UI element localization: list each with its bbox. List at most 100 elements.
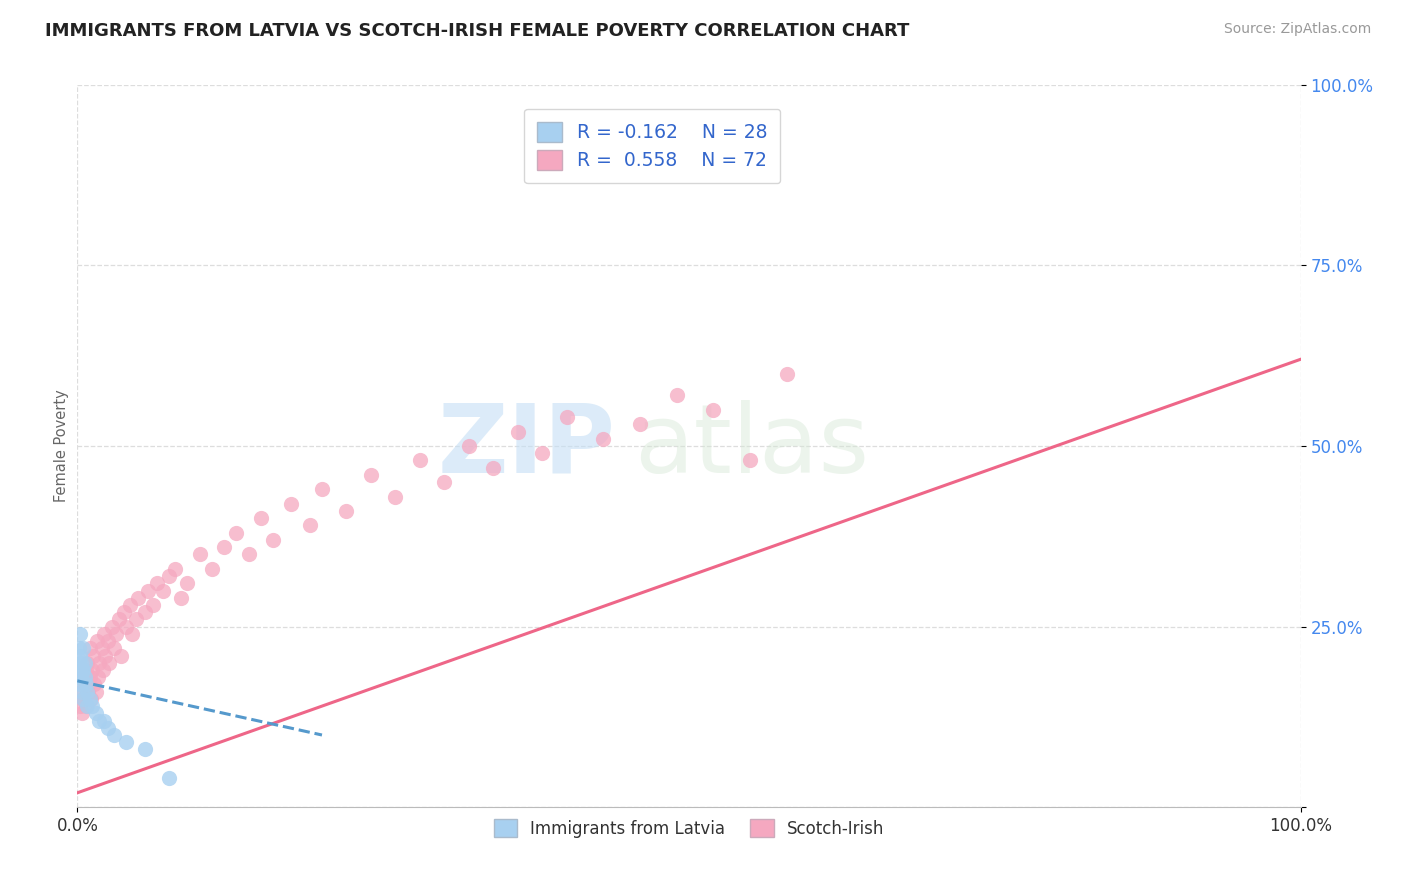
Point <box>75 663 97 677</box>
Point <box>238 548 260 562</box>
Point <box>72 663 94 677</box>
Text: Source: ZipAtlas.com: Source: ZipAtlas.com <box>1223 22 1371 37</box>
Point <box>457 439 479 453</box>
Point <box>142 598 165 612</box>
Point <box>67 670 90 684</box>
Point <box>91 663 114 677</box>
Point <box>311 483 333 497</box>
Point <box>280 497 302 511</box>
Point <box>165 562 187 576</box>
Point <box>170 591 193 605</box>
Point <box>70 706 93 721</box>
Point <box>125 612 148 626</box>
Point <box>72 670 94 684</box>
Point <box>72 641 94 656</box>
Point <box>335 504 357 518</box>
Y-axis label: Female Poverty: Female Poverty <box>53 390 69 502</box>
Point <box>97 721 120 735</box>
Point <box>262 533 284 547</box>
Point <box>89 714 111 728</box>
Point <box>76 699 98 714</box>
Point <box>225 525 247 540</box>
Point <box>84 706 107 721</box>
Point <box>97 634 120 648</box>
Point <box>152 583 174 598</box>
Text: ZIP: ZIP <box>437 400 616 492</box>
Point <box>665 388 688 402</box>
Point <box>94 648 117 663</box>
Point <box>201 562 224 576</box>
Legend: Immigrants from Latvia, Scotch-Irish: Immigrants from Latvia, Scotch-Irish <box>485 811 893 846</box>
Point <box>72 692 94 706</box>
Point <box>112 605 135 619</box>
Point <box>108 612 131 626</box>
Point <box>70 670 93 684</box>
Point <box>75 677 97 691</box>
Point <box>75 699 97 714</box>
Point <box>360 467 382 482</box>
Point <box>72 692 94 706</box>
Point <box>103 728 125 742</box>
Point <box>89 656 111 670</box>
Point <box>76 656 98 670</box>
Point <box>80 663 103 677</box>
Point <box>592 432 614 446</box>
Point <box>506 425 529 439</box>
Point <box>100 619 122 633</box>
Point <box>157 772 180 786</box>
Point <box>93 714 115 728</box>
Point <box>384 490 406 504</box>
Point <box>93 627 115 641</box>
Point <box>69 627 91 641</box>
Point <box>115 735 138 749</box>
Point <box>188 548 211 562</box>
Point <box>176 576 198 591</box>
Point <box>740 453 762 467</box>
Point <box>82 648 104 663</box>
Point <box>157 569 180 583</box>
Point <box>79 692 101 706</box>
Point <box>70 663 93 677</box>
Point <box>86 634 108 648</box>
Point <box>73 677 96 691</box>
Point <box>73 670 96 684</box>
Point <box>298 518 321 533</box>
Point <box>110 648 132 663</box>
Point <box>250 511 273 525</box>
Point <box>69 699 91 714</box>
Point <box>103 641 125 656</box>
Point <box>134 605 156 619</box>
Point <box>409 453 432 467</box>
Point <box>531 446 554 460</box>
Point <box>70 684 93 698</box>
Point <box>105 627 128 641</box>
Point <box>555 410 578 425</box>
Point <box>67 641 90 656</box>
Text: atlas: atlas <box>634 400 869 492</box>
Point <box>702 403 724 417</box>
Point <box>84 684 107 698</box>
Point <box>79 670 101 684</box>
Text: IMMIGRANTS FROM LATVIA VS SCOTCH-IRISH FEMALE POVERTY CORRELATION CHART: IMMIGRANTS FROM LATVIA VS SCOTCH-IRISH F… <box>45 22 910 40</box>
Point <box>136 583 159 598</box>
Point <box>98 656 121 670</box>
Point <box>121 627 143 641</box>
Point <box>80 699 103 714</box>
Point <box>87 670 110 684</box>
Point <box>80 692 103 706</box>
Point <box>118 598 141 612</box>
Point <box>77 684 100 698</box>
Point <box>433 475 456 489</box>
Point <box>115 619 138 633</box>
Point <box>83 677 105 691</box>
Point <box>146 576 169 591</box>
Point <box>79 641 101 656</box>
Point <box>776 367 799 381</box>
Point <box>76 684 98 698</box>
Point <box>127 591 149 605</box>
Point <box>212 540 235 554</box>
Point <box>69 648 91 663</box>
Point <box>482 460 505 475</box>
Point <box>90 641 112 656</box>
Point <box>628 417 651 432</box>
